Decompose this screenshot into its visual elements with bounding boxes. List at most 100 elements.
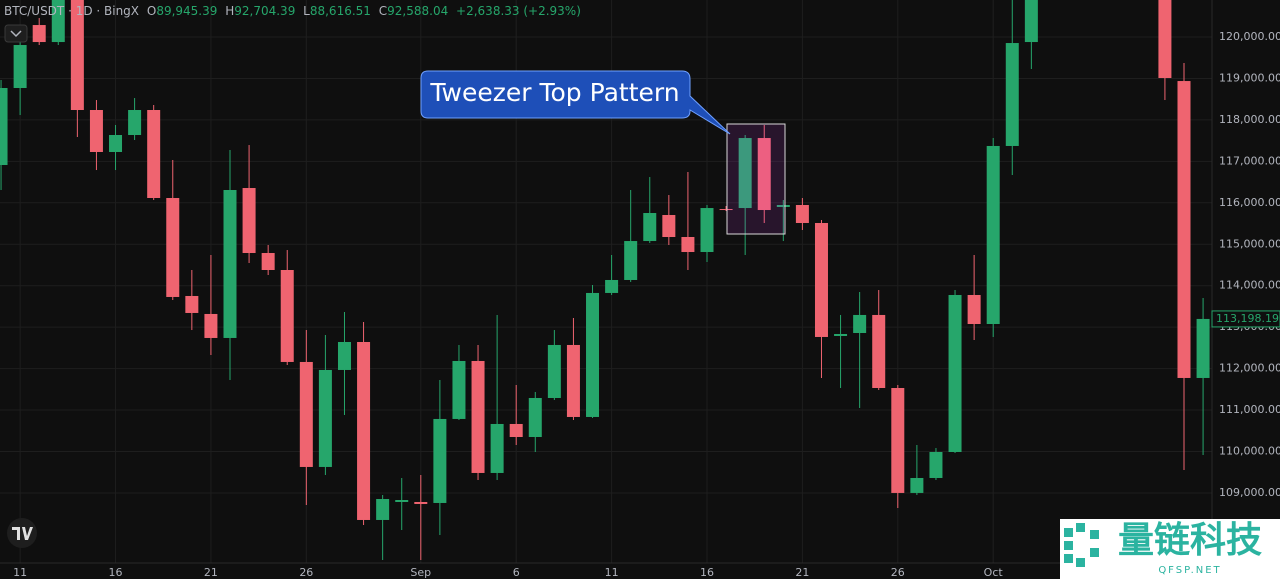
candle-body: [452, 360, 466, 419]
candle-body: [318, 369, 332, 467]
annotation-callout: Tweezer Top Pattern: [420, 70, 731, 135]
candle-body: [32, 25, 46, 43]
candle-body: [51, 0, 65, 43]
y-tick-label: 115,000.00: [1219, 237, 1280, 250]
y-tick-label: 114,000.00: [1219, 279, 1280, 292]
candle-body: [547, 344, 561, 398]
ohlc-key: C: [379, 4, 387, 18]
ohlc-key: L: [303, 4, 310, 18]
candle-body: [986, 145, 1000, 325]
candle-body: [185, 295, 199, 313]
annotation-text: Tweezer Top Pattern: [429, 78, 679, 107]
candle-body: [299, 361, 313, 467]
x-tick-label: 26: [299, 566, 313, 579]
candle-body: [89, 110, 103, 152]
candle-body: [0, 87, 8, 166]
candle-body: [643, 213, 657, 242]
x-tick-label: 6: [513, 566, 520, 579]
y-tick-label: 120,000.00: [1219, 30, 1280, 43]
candle-body: [681, 237, 695, 253]
tv-logo: [7, 518, 37, 548]
candle-body: [605, 279, 619, 293]
collapse-button[interactable]: [4, 24, 28, 43]
y-tick-label: 119,000.00: [1219, 71, 1280, 84]
x-tick-label: 16: [109, 566, 123, 579]
candle-body: [395, 499, 409, 502]
last-price-label: 113,198.19: [1216, 312, 1279, 325]
candle-body: [910, 477, 924, 493]
change: +2,638.33 (+2.93%): [456, 4, 581, 18]
header: BTC/USDT · 1D · BingX O89,945.39 H92,704…: [4, 4, 581, 18]
candle-body: [357, 341, 371, 520]
candle-body: [891, 388, 905, 493]
candle-body: [109, 134, 123, 152]
price-axis: [1212, 0, 1280, 579]
y-tick-label: 111,000.00: [1219, 403, 1280, 416]
candle-body: [853, 314, 867, 334]
candle-body: [776, 205, 790, 207]
candle-body: [738, 138, 752, 209]
y-tick-label: 116,000.00: [1219, 196, 1280, 209]
x-tick-label: Oct: [984, 566, 1004, 579]
candle-body: [509, 423, 523, 437]
candle-body: [700, 208, 714, 253]
y-tick-label: 117,000.00: [1219, 154, 1280, 167]
candle-body: [566, 344, 580, 417]
y-tick-label: 109,000.00: [1219, 486, 1280, 499]
candle-body: [1158, 0, 1172, 79]
candle-body: [280, 269, 294, 362]
pattern-highlight: [726, 123, 786, 235]
y-tick-label: 118,000.00: [1219, 113, 1280, 126]
candle-body: [376, 499, 390, 520]
candle-body: [719, 209, 733, 211]
candle-body: [13, 45, 27, 88]
candle-body: [70, 0, 84, 111]
x-tick-label: Sep: [410, 566, 431, 579]
candle-body: [433, 418, 447, 503]
candle-body: [261, 253, 275, 270]
x-tick-label: 16: [700, 566, 714, 579]
callout-box: [420, 70, 731, 135]
watermark-icon: [1064, 523, 1099, 567]
candle-body: [128, 110, 142, 135]
candle-body: [147, 110, 161, 199]
candle-body: [528, 397, 542, 437]
candle-body: [204, 313, 218, 338]
ohlc-key: O: [147, 4, 156, 18]
candle-body: [795, 205, 809, 223]
candle-body: [223, 190, 237, 338]
candle-body: [814, 222, 828, 337]
candle-body: [166, 198, 180, 297]
chevron: [10, 30, 22, 38]
candle-body: [967, 294, 981, 325]
candle-body: [948, 294, 962, 452]
candle-body: [624, 241, 638, 280]
candle-body: [1177, 81, 1191, 378]
candle-body: [471, 360, 485, 473]
ohlc-value: 92,588.04: [387, 4, 448, 18]
candle-body: [1005, 43, 1019, 146]
watermark-name: 量链科技: [1118, 520, 1262, 561]
ohlc-value: 89,945.39: [156, 4, 217, 18]
ohlc-key: H: [225, 4, 234, 18]
candle-body: [757, 138, 771, 211]
ohlc-value: 88,616.51: [310, 4, 371, 18]
candle-body: [929, 451, 943, 478]
y-tick-label: 112,000.00: [1219, 362, 1280, 375]
candle-body: [1196, 318, 1210, 378]
watermark-site: QFSP.NET: [1158, 565, 1221, 576]
logo-circle: [7, 518, 37, 548]
candle-body: [337, 341, 351, 370]
candle-body: [490, 423, 504, 473]
candle-body: [872, 314, 886, 389]
candle-body: [414, 501, 428, 504]
button-frame[interactable]: [4, 24, 28, 43]
symbol: BTC/USDT · 1D · BingX: [4, 4, 139, 18]
candle-body: [586, 292, 600, 417]
candle-body: [242, 188, 256, 254]
x-tick-label: 11: [13, 566, 27, 579]
candles: [0, 0, 1210, 561]
logo-mark: [12, 527, 33, 540]
y-tick-label: 110,000.00: [1219, 445, 1280, 458]
